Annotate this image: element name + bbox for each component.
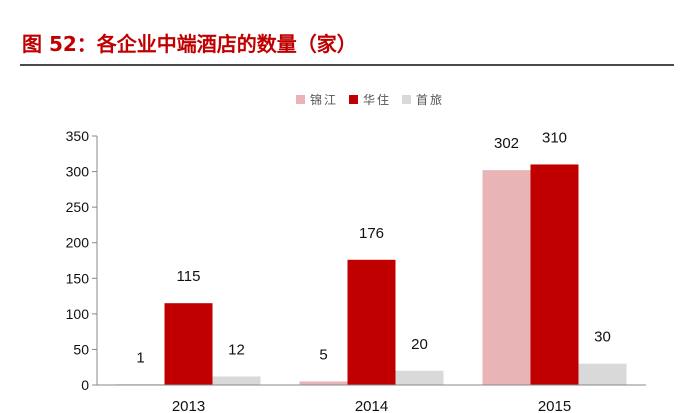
data-label-锦江-2015: 302 (494, 135, 519, 152)
bar-锦江-2015 (482, 170, 531, 385)
legend-swatch-jinjiang (296, 95, 305, 104)
legend-item-jinjiang: 锦江 (296, 91, 338, 108)
legend-swatch-huazhu (349, 95, 359, 104)
data-label-首旅-2014: 20 (411, 336, 428, 353)
y-tick-label: 300 (66, 164, 90, 180)
chart-title: 图 52：各企业中端酒店的数量（家） (22, 32, 357, 56)
y-tick-label: 350 (66, 128, 90, 144)
data-label-锦江-2014: 5 (319, 346, 327, 363)
y-tick-label: 100 (66, 306, 90, 322)
y-tick-label: 0 (81, 377, 89, 393)
bar-锦江-2014 (299, 381, 348, 385)
bar-华住-2015 (530, 164, 579, 385)
x-category-label: 2014 (355, 398, 388, 413)
title-divider (20, 64, 674, 66)
y-tick-label: 250 (66, 199, 90, 215)
data-label-华住-2014: 176 (359, 225, 384, 242)
data-label-锦江-2013: 1 (136, 349, 144, 366)
bar-首旅-2014 (395, 370, 444, 385)
data-label-首旅-2015: 30 (594, 329, 611, 346)
x-category-label: 2013 (172, 398, 205, 413)
data-label-首旅-2013: 12 (228, 341, 245, 358)
chart-legend: 锦江 华住 首旅 (296, 91, 455, 108)
data-label-华住-2013: 115 (177, 268, 201, 285)
data-label-华住-2015: 310 (542, 129, 567, 146)
legend-item-huazhu: 华住 (349, 91, 391, 108)
legend-label-shoulv: 首旅 (416, 93, 445, 107)
y-tick-label: 200 (66, 235, 90, 251)
legend-swatch-shoulv (402, 95, 412, 104)
bar-首旅-2013 (212, 376, 261, 385)
legend-item-shoulv: 首旅 (402, 91, 444, 108)
bar-华住-2014 (347, 259, 396, 385)
x-category-label: 2015 (538, 398, 571, 413)
legend-label-jinjiang: 锦江 (310, 93, 339, 107)
bar-华住-2013 (164, 303, 213, 385)
y-tick-label: 150 (66, 270, 90, 286)
y-tick-label: 50 (73, 341, 89, 357)
legend-label-huazhu: 华住 (363, 93, 392, 107)
bar-首旅-2015 (578, 363, 627, 385)
